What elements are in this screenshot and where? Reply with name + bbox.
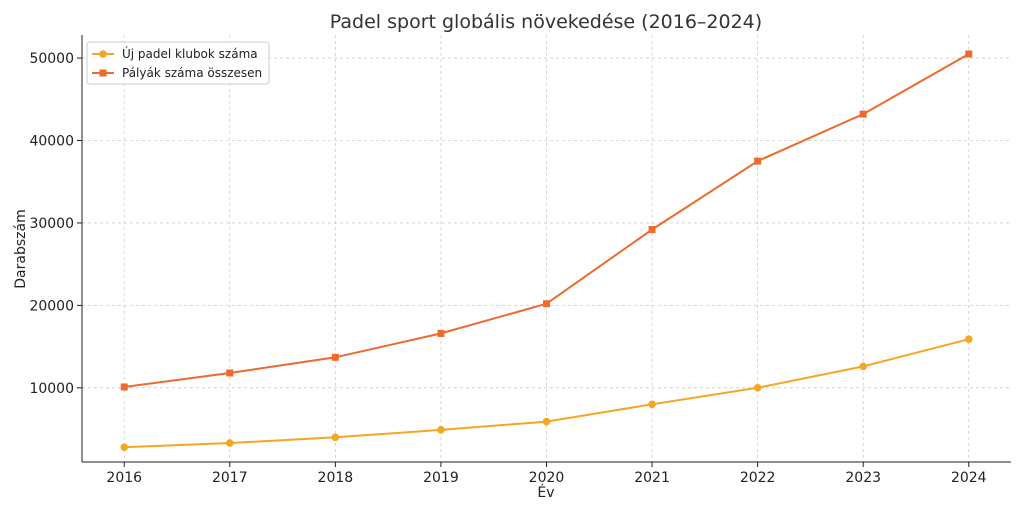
data-point (120, 443, 129, 451)
data-point (964, 335, 973, 343)
x-tick-label: 2016 (106, 470, 142, 486)
series-layer (120, 50, 973, 451)
x-tick-label: 2023 (845, 470, 881, 486)
y-tick-label: 20000 (29, 298, 74, 314)
legend-marker (99, 50, 107, 58)
x-tick-label: 2024 (951, 470, 987, 486)
data-point (543, 300, 550, 308)
data-point (859, 362, 868, 371)
x-tick-label: 2020 (529, 470, 565, 486)
data-point (859, 110, 867, 118)
data-point (225, 439, 234, 447)
y-tick-label: 40000 (29, 134, 74, 150)
data-point (226, 369, 234, 377)
y-tick-label: 50000 (29, 51, 74, 67)
series-1 (120, 335, 973, 451)
y-tick-label: 10000 (29, 381, 74, 397)
legend-label: Új padel klubok száma (122, 46, 258, 61)
x-tick-label: 2022 (740, 470, 776, 486)
x-tick-label: 2018 (318, 470, 354, 486)
data-point (331, 353, 339, 361)
series-2 (120, 50, 973, 391)
y-tick-label: 30000 (29, 216, 74, 232)
legend: Új padel klubok száma Pályák száma összes… (86, 41, 270, 85)
axes: 2016 2017 2018 2019 2020 2021 2022 2023 2024 1000… (29, 35, 1011, 486)
legend-frame (86, 41, 270, 85)
x-tick-label: 2021 (634, 470, 670, 486)
data-point (754, 157, 762, 165)
data-point (965, 50, 973, 58)
data-point (542, 417, 551, 426)
data-point (753, 384, 762, 392)
data-point (648, 400, 656, 409)
chart-title: Padel sport globális növekedése (2016–20… (330, 11, 762, 33)
x-axis-label: Év (537, 484, 554, 501)
x-tick-label: 2017 (212, 470, 248, 486)
x-tick-label: 2019 (423, 470, 459, 486)
data-point (331, 433, 340, 442)
data-point (437, 329, 445, 337)
y-axis-label: Darabszám (13, 209, 29, 288)
data-point (648, 226, 656, 234)
legend-label: Pályák száma összesen (122, 66, 262, 80)
grid-lines (82, 35, 1011, 462)
legend-marker (99, 69, 107, 77)
data-point (437, 426, 445, 434)
legend-item: Pályák száma összesen (92, 66, 262, 80)
legend-item: Új padel klubok száma (92, 46, 258, 61)
data-point (120, 383, 128, 391)
